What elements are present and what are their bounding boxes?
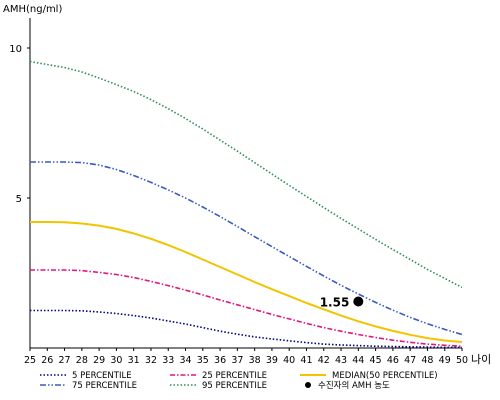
x-tick-label: 31: [128, 355, 140, 366]
legend: 5 PERCENTILE 25 PERCENTILE MEDIAN(50 PERCE…: [40, 371, 438, 391]
legend-label-3: MEDIAN(50 PERCENTILE): [332, 371, 438, 381]
x-tick-label: 26: [41, 355, 53, 366]
x-tick-label: 38: [249, 355, 261, 366]
patient-amh-value-label: 1.55: [320, 296, 350, 310]
x-tick-label: 40: [283, 355, 295, 366]
x-tick-label: 50: [456, 355, 468, 366]
x-tick-label: 35: [197, 355, 209, 366]
patient-amh-point: [353, 296, 364, 307]
x-tick-label: 45: [370, 355, 382, 366]
legend-label-2: 25 PERCENTILE: [202, 371, 267, 381]
x-tick-label: 43: [335, 355, 347, 366]
x-tick-label: 29: [93, 355, 105, 366]
x-tick-label: 41: [300, 355, 312, 366]
x-tick-label: 44: [352, 355, 364, 366]
y-axis-label: AMH(ng/ml): [3, 4, 62, 15]
x-tick-label: 46: [387, 355, 399, 366]
series-line-1: [30, 309, 462, 349]
series-line-2: [30, 269, 463, 347]
x-tick-label: 36: [214, 355, 226, 366]
legend-label-marker: 수진자의 AMH 농도: [318, 380, 390, 391]
x-tick-label: 39: [266, 355, 278, 366]
y-ticks: 5 10: [9, 44, 30, 205]
y-tick-label: 5: [16, 194, 22, 205]
series-line-5: [29, 60, 463, 289]
y-tick-label: 10: [9, 44, 22, 55]
legend-label-1: 5 PERCENTILE: [72, 371, 132, 381]
series-lines: [29, 60, 463, 349]
legend-marker-dot: [305, 382, 311, 388]
x-tick-label: 49: [439, 355, 451, 366]
patient-marker: 1.55: [320, 296, 364, 310]
x-tick-label: 27: [59, 355, 71, 366]
x-tick-label: 30: [110, 355, 122, 366]
x-axis-label: 나이: [471, 353, 491, 366]
legend-label-4: 75 PERCENTILE: [72, 381, 137, 391]
series-line-3: [30, 221, 463, 343]
series-line-4: [30, 161, 463, 336]
x-tick-label: 48: [421, 355, 433, 366]
x-tick-label: 47: [404, 355, 416, 366]
x-tick-label: 34: [179, 355, 191, 366]
x-tick-label: 33: [162, 355, 174, 366]
x-tick-label: 32: [145, 355, 157, 366]
x-tick-label: 37: [231, 355, 243, 366]
axes: [29, 18, 462, 349]
x-tick-label: 42: [318, 355, 330, 366]
x-tick-label: 28: [76, 355, 88, 366]
legend-label-5: 95 PERCENTILE: [202, 381, 267, 391]
x-ticks: 25 26 27 28 29 30 31 32 33 34 35 36 37 38 39 40 41 42 43 44…: [24, 348, 468, 366]
x-tick-label: 25: [24, 355, 36, 366]
